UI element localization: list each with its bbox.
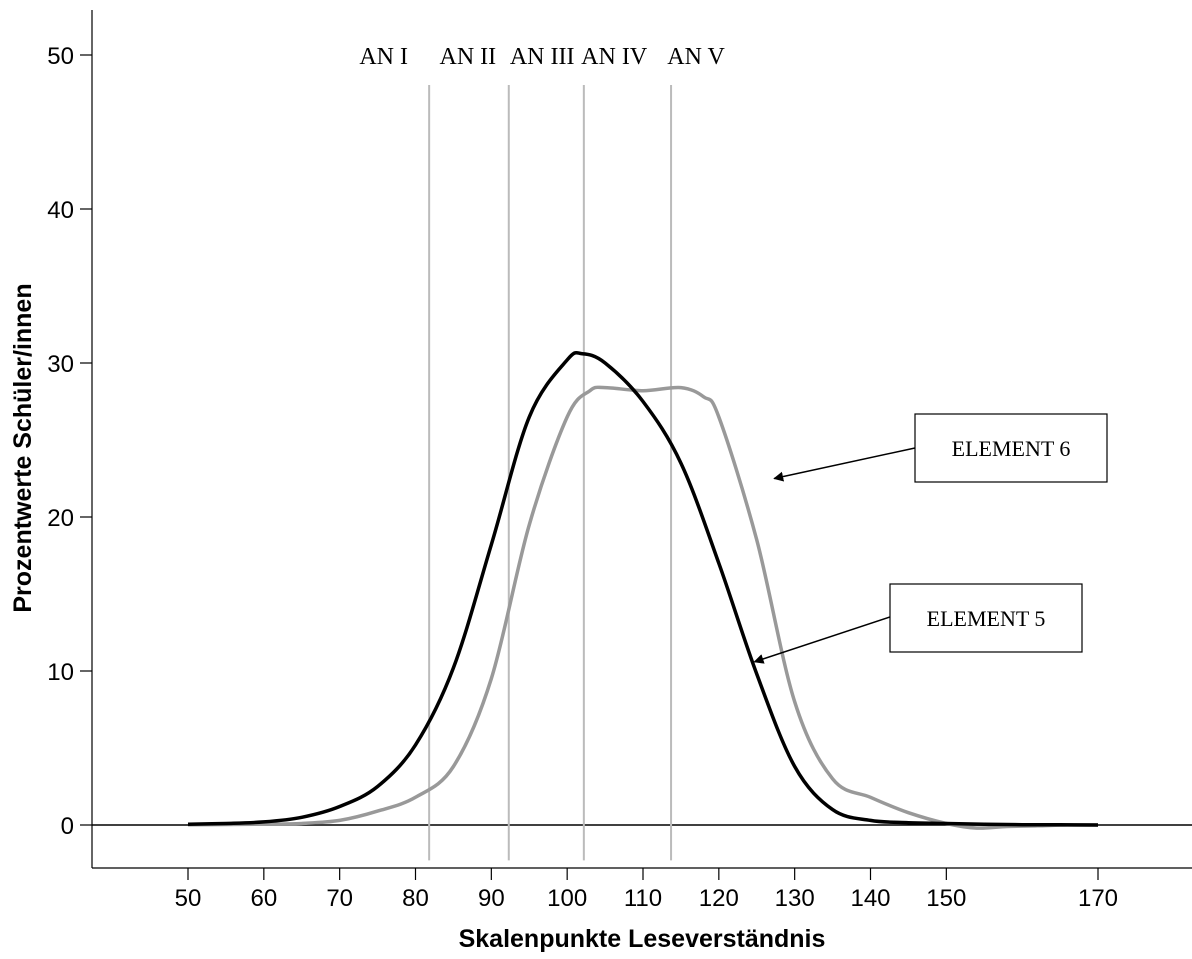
annotations: ELEMENT 6 ELEMENT 5	[753, 413, 1108, 664]
y-tick-label: 10	[47, 659, 74, 686]
x-tick-label: 50	[175, 885, 202, 912]
x-tick-label: 90	[478, 885, 505, 912]
annotation-label: ELEMENT 6	[952, 436, 1071, 461]
x-ticks: 50 60 70 80 90 100 110 120 130 140 150 170	[175, 868, 1118, 912]
level-label: AN II	[439, 44, 496, 70]
x-axis-title: Skalenpunkte Leseverständnis	[459, 925, 826, 953]
level-label: AN III	[510, 44, 575, 70]
x-tick-label: 130	[775, 885, 815, 912]
x-tick-label: 170	[1078, 885, 1118, 912]
x-tick-label: 150	[926, 885, 966, 912]
annotation-arrow	[753, 616, 891, 664]
annotation-box	[914, 413, 1108, 483]
y-axis-title: Prozentwerte Schüler/innen	[9, 283, 37, 612]
x-tick-label: 70	[326, 885, 353, 912]
x-tick-label: 140	[850, 885, 890, 912]
y-tick-label: 40	[47, 197, 74, 224]
annotation-box	[889, 583, 1083, 653]
y-tick-label: 30	[47, 351, 74, 378]
level-lines: AN I AN II AN III AN IV AN V	[359, 44, 726, 861]
level-label: AN V	[667, 44, 725, 70]
annotation-label: ELEMENT 5	[927, 606, 1046, 631]
y-ticks: 0 10 20 30 40 50	[47, 43, 92, 840]
x-tick-label: 60	[250, 885, 277, 912]
y-tick-label: 0	[61, 813, 74, 840]
level-label: AN I	[359, 44, 408, 70]
level-label: AN IV	[581, 44, 648, 70]
y-tick-label: 20	[47, 505, 74, 532]
series-group	[187, 350, 1099, 830]
x-tick-label: 110	[624, 885, 662, 912]
y-tick-label: 50	[47, 43, 74, 70]
x-tick-label: 100	[547, 885, 587, 912]
annotation-arrow	[773, 447, 916, 482]
x-tick-label: 80	[402, 885, 429, 912]
series-line-element-5	[187, 350, 1099, 827]
x-tick-label: 120	[699, 885, 739, 912]
